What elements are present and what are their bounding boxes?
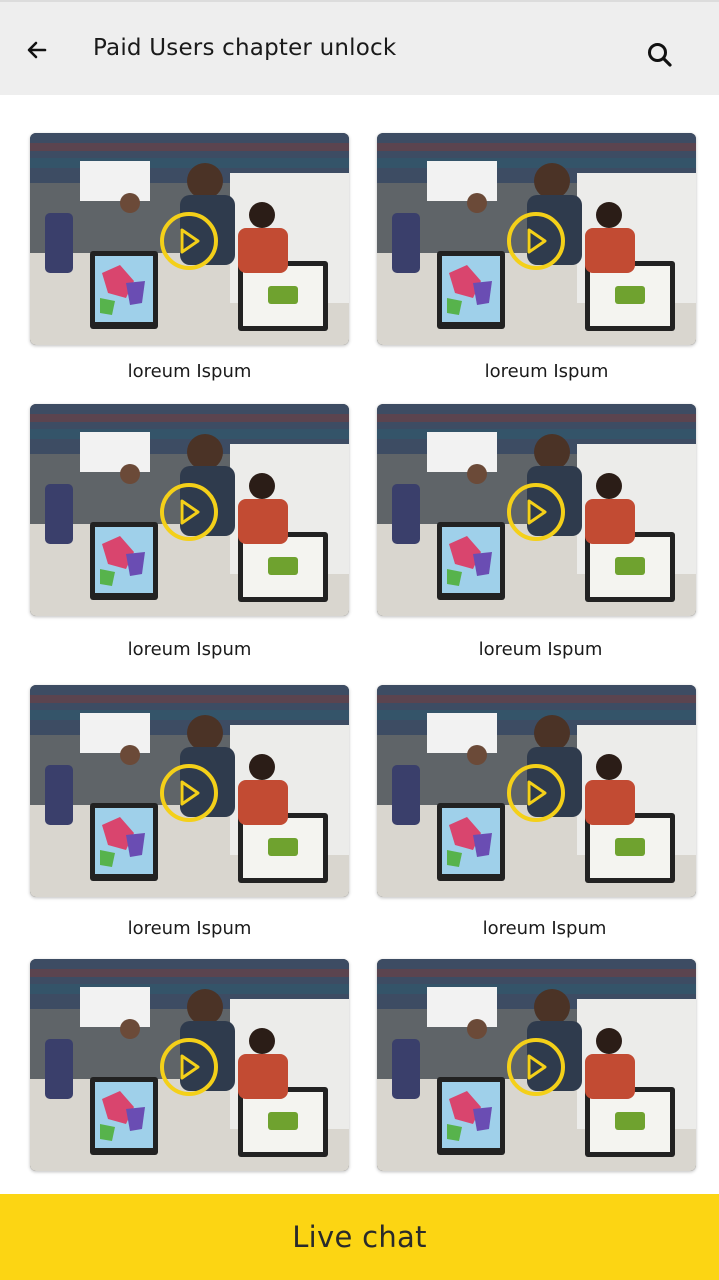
play-button[interactable] bbox=[507, 1038, 565, 1096]
arrow-left-icon bbox=[27, 41, 47, 59]
play-icon bbox=[527, 228, 547, 254]
video-card[interactable] bbox=[30, 959, 349, 1171]
play-button[interactable] bbox=[160, 1038, 218, 1096]
video-card[interactable] bbox=[377, 404, 696, 616]
video-caption: loreum Ispum bbox=[478, 639, 603, 660]
back-button[interactable] bbox=[22, 35, 52, 65]
video-caption: loreum Ispum bbox=[484, 361, 609, 382]
play-icon bbox=[180, 1054, 200, 1080]
video-card[interactable] bbox=[30, 133, 349, 345]
video-thumbnail bbox=[377, 959, 696, 1171]
live-chat-label: Live chat bbox=[292, 1220, 427, 1254]
video-caption: loreum Ispum bbox=[127, 639, 252, 660]
play-button[interactable] bbox=[507, 212, 565, 270]
video-thumbnail bbox=[377, 404, 696, 616]
video-card[interactable] bbox=[377, 685, 696, 897]
play-button[interactable] bbox=[160, 483, 218, 541]
video-caption: loreum Ispum bbox=[127, 918, 252, 939]
video-card[interactable] bbox=[377, 133, 696, 345]
top-app-bar: Paid Users chapter unlock bbox=[0, 0, 719, 95]
video-caption: loreum Ispum bbox=[482, 918, 607, 939]
search-button[interactable] bbox=[643, 38, 677, 72]
video-thumbnail bbox=[30, 133, 349, 345]
video-thumbnail bbox=[30, 959, 349, 1171]
play-button[interactable] bbox=[507, 483, 565, 541]
play-button[interactable] bbox=[160, 212, 218, 270]
video-card[interactable] bbox=[30, 685, 349, 897]
play-button[interactable] bbox=[160, 764, 218, 822]
search-icon bbox=[648, 43, 672, 67]
page-title: Paid Users chapter unlock bbox=[93, 35, 397, 61]
play-icon bbox=[180, 228, 200, 254]
play-icon bbox=[180, 499, 200, 525]
video-thumbnail bbox=[377, 685, 696, 897]
play-icon bbox=[527, 1054, 547, 1080]
play-icon bbox=[527, 780, 547, 806]
play-button[interactable] bbox=[507, 764, 565, 822]
live-chat-button[interactable]: Live chat bbox=[0, 1194, 719, 1280]
play-icon bbox=[527, 499, 547, 525]
video-card[interactable] bbox=[377, 959, 696, 1171]
video-thumbnail bbox=[30, 685, 349, 897]
video-card[interactable] bbox=[30, 404, 349, 616]
play-icon bbox=[180, 780, 200, 806]
video-caption: loreum Ispum bbox=[127, 361, 252, 382]
